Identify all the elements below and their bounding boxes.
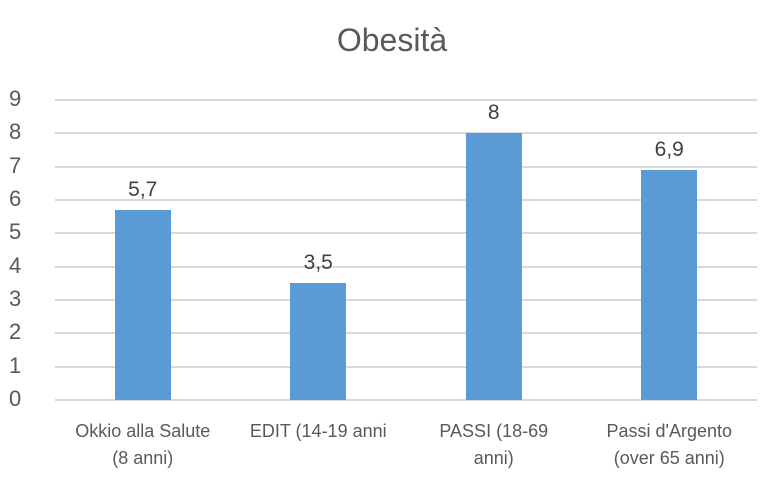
y-tick-label-4: 4 — [9, 252, 22, 278]
x-category-label-line: (8 anni) — [112, 448, 174, 468]
gridline-3 — [55, 299, 757, 301]
x-category-label-4: Passi d'Argento (over 65 anni) — [582, 418, 758, 472]
gridline-1 — [55, 365, 757, 368]
gridline-2 — [55, 332, 757, 335]
x-category-label-line: (over 65 anni) — [613, 448, 725, 468]
y-tick-label-7: 7 — [9, 152, 22, 178]
bar-4 — [641, 170, 698, 400]
x-category-label-line: Okkio alla Salute — [75, 421, 211, 441]
y-tick-label-5: 5 — [9, 219, 22, 245]
gridline-8 — [55, 132, 757, 135]
x-category-label-2: EDIT (14-19 anni — [231, 418, 407, 445]
chart-title: Obesità — [336, 22, 448, 58]
bar-2 — [290, 283, 347, 400]
y-tick-label-3: 3 — [9, 285, 22, 311]
gridline-6 — [55, 199, 757, 201]
x-category-label-line: EDIT (14-19 anni — [249, 421, 387, 441]
bar-value-label-3: 8 — [487, 101, 500, 125]
y-tick-label-9: 9 — [9, 85, 22, 111]
y-tick-label-2: 2 — [9, 319, 22, 345]
plot-area — [55, 99, 757, 401]
x-category-label-1: Okkio alla Salute (8 anni) — [55, 418, 231, 472]
x-category-label-3: PASSI (18-69 anni) — [406, 418, 582, 472]
x-category-label-line: PASSI (18-69 — [439, 421, 549, 441]
y-tick-label-8: 8 — [9, 119, 22, 145]
gridline-7 — [55, 165, 757, 168]
y-tick-label-1: 1 — [9, 352, 22, 378]
gridline-9 — [55, 99, 757, 101]
bar-1 — [114, 210, 171, 400]
x-category-label-line: anni) — [473, 448, 514, 468]
x-category-label-line: Passi d'Argento — [606, 421, 732, 441]
y-tick-label-6: 6 — [9, 185, 22, 211]
bar-3 — [465, 133, 522, 400]
y-tick-label-0: 0 — [9, 385, 22, 411]
gridline-0 — [55, 399, 757, 401]
bar-value-label-2: 3,5 — [303, 251, 333, 275]
gridline-5 — [55, 232, 757, 235]
bar-value-label-4: 6,9 — [654, 138, 684, 161]
bar-value-label-1: 5,7 — [128, 178, 158, 201]
gridline-4 — [55, 265, 757, 268]
